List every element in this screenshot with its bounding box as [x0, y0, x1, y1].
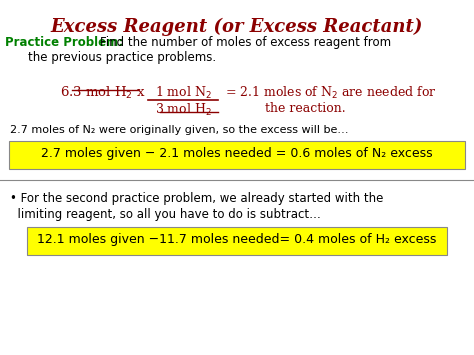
- Text: Excess Reagent (or Excess Reactant): Excess Reagent (or Excess Reactant): [51, 18, 423, 36]
- Text: Practice Problem:: Practice Problem:: [5, 36, 123, 49]
- Text: limiting reagent, so all you have to do is subtract…: limiting reagent, so all you have to do …: [10, 208, 321, 221]
- Text: 1 mol N$_2$: 1 mol N$_2$: [155, 85, 211, 101]
- Text: 2.7 moles given − 2.1 moles needed = 0.6 moles of N₂ excess: 2.7 moles given − 2.1 moles needed = 0.6…: [41, 147, 433, 160]
- Text: 6.3 mol H$_2$ x: 6.3 mol H$_2$ x: [60, 85, 146, 101]
- Text: 2.7 moles of N₂ were originally given, so the excess will be…: 2.7 moles of N₂ were originally given, s…: [10, 125, 348, 135]
- Text: the previous practice problems.: the previous practice problems.: [28, 51, 216, 64]
- FancyBboxPatch shape: [9, 141, 465, 169]
- Text: Find the number of moles of excess reagent from: Find the number of moles of excess reage…: [100, 36, 391, 49]
- Text: = 2.1 moles of N$_2$ are needed for: = 2.1 moles of N$_2$ are needed for: [225, 85, 437, 101]
- FancyBboxPatch shape: [27, 227, 447, 255]
- Text: 12.1 moles given −11.7 moles needed= 0.4 moles of H₂ excess: 12.1 moles given −11.7 moles needed= 0.4…: [37, 234, 437, 246]
- Text: 3 mol H$_2$: 3 mol H$_2$: [155, 102, 211, 118]
- Text: the reaction.: the reaction.: [265, 102, 346, 115]
- Text: • For the second practice problem, we already started with the: • For the second practice problem, we al…: [10, 192, 383, 205]
